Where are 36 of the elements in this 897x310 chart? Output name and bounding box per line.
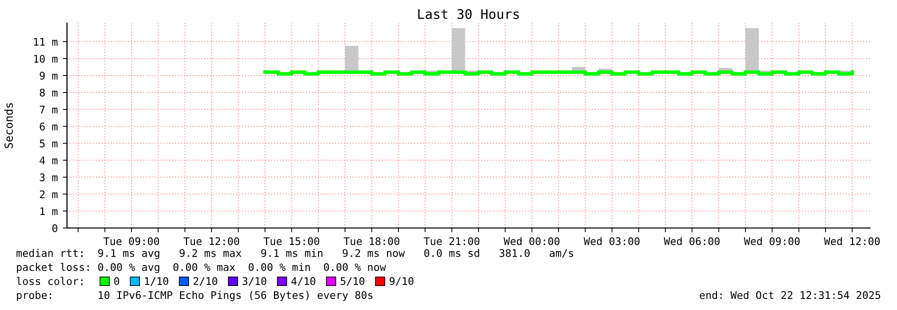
text: loss color:: [16, 276, 82, 286]
y-tick-label: 7 m: [40, 106, 58, 114]
legend-label: 9/10: [390, 277, 414, 286]
x-tick-label: Tue 18:00: [344, 237, 400, 246]
legend-label: 2/10: [194, 277, 218, 286]
y-tick-label: 5 m: [40, 140, 58, 148]
legend-label: 0: [114, 277, 120, 286]
text: probe: 10 IPv6-ICMP Echo Pings (56 Bytes) every 80s: [16, 290, 372, 302]
x-tick-label: Wed 12:00: [824, 237, 880, 246]
legend-label: 3/10: [242, 277, 266, 286]
x-tick-label: Wed 03:00: [584, 237, 640, 246]
chart-title: Last 30 Hours: [418, 9, 519, 20]
x-tick-label: Tue 12:00: [184, 237, 240, 246]
y-tick-label: 4 m: [40, 156, 58, 164]
y-tick-label: 1 m: [40, 207, 58, 216]
text: packet loss: 0.00 % avg 0.00 % max 0.00 % min 0.00 % now: [16, 262, 386, 274]
x-tick-label: Wed 09:00: [744, 237, 800, 246]
x-tick-label: Tue 21:00: [424, 237, 480, 246]
x-tick-label: Wed 06:00: [664, 237, 720, 246]
y-tick-label: 3 m: [40, 173, 58, 182]
legend-label: 4/10: [291, 277, 316, 286]
y-axis-title: Seconds: [4, 103, 13, 148]
legend-label: 1/10: [145, 277, 168, 286]
y-tick-label: 0: [52, 224, 58, 232]
text: end: Wed Oct 22 12:31:54 2025: [700, 290, 880, 300]
y-tick-label: 9 m: [40, 72, 58, 80]
y-tick-label: 8 m: [40, 88, 58, 97]
legend-label: 5/10: [340, 277, 364, 286]
x-tick-label: Tue 09:00: [104, 237, 160, 246]
y-tick-label: 2 m: [40, 190, 58, 198]
x-tick-label: Tue 15:00: [264, 237, 320, 246]
y-tick-label: 11 m: [34, 38, 58, 46]
y-tick-label: 6 m: [40, 122, 58, 130]
text: median rtt: 9.1 ms avg 9.2 ms max 9.1 ms min 9.2 ms now 0.0 ms sd 381.0 am/s: [16, 248, 574, 260]
x-tick-label: Wed 00:00: [504, 237, 560, 246]
y-tick-label: 10 m: [34, 54, 58, 63]
